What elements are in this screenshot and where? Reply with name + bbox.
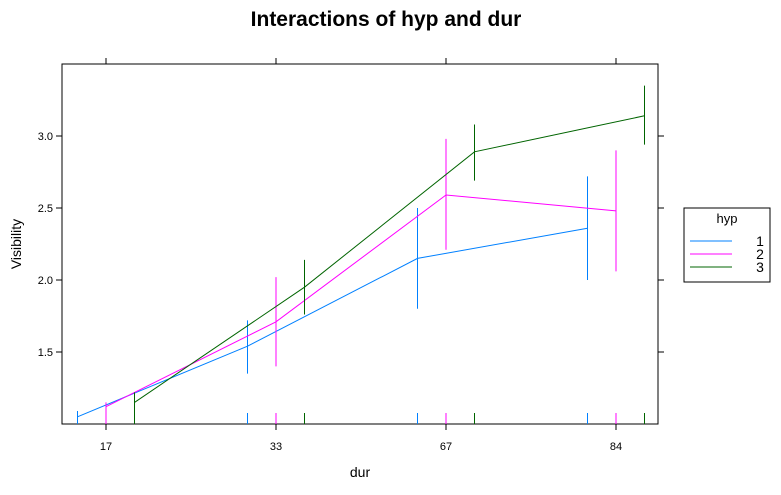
y-tick-label: 2.0: [38, 275, 53, 287]
y-tick-label: 3.0: [38, 131, 53, 143]
legend-label: 3: [756, 259, 764, 275]
x-axis: 17 33 67 84: [100, 58, 622, 453]
y-tick-label: 2.5: [38, 203, 53, 215]
y-axis: 1.5 2.0 2.5 3.0: [38, 131, 664, 359]
series-layer: [77, 85, 645, 424]
series-line-1: [77, 227, 588, 418]
x-rug: [77, 413, 645, 424]
plot-frame: [61, 63, 659, 425]
legend-label: 2: [756, 246, 764, 262]
y-axis-label: Visibility: [8, 219, 24, 269]
legend-label: 1: [756, 233, 764, 249]
x-tick-label: 84: [610, 441, 622, 453]
y-tick-label: 1.5: [38, 347, 53, 359]
legend-box: [683, 207, 771, 283]
x-tick-label: 67: [440, 441, 452, 453]
series-line-3: [134, 115, 645, 403]
x-axis-label: dur: [350, 464, 371, 480]
x-tick-label: 33: [270, 441, 282, 453]
x-tick-label: 17: [100, 441, 112, 453]
legend: hyp 123: [683, 207, 771, 283]
series-line-2: [105, 194, 617, 408]
legend-title: hyp: [717, 211, 738, 226]
chart-title: Interactions of hyp and dur: [251, 8, 522, 31]
